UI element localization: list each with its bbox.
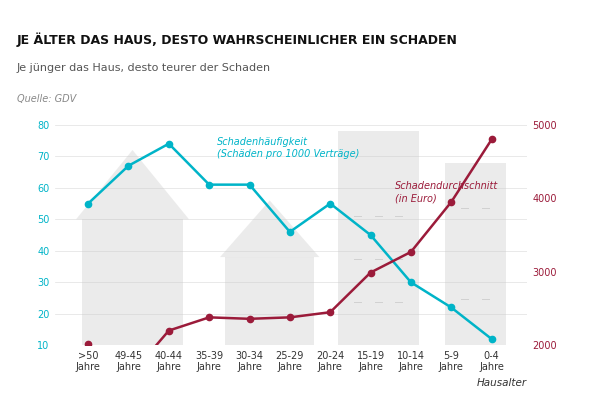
Text: JE ÄLTER DAS HAUS, DESTO WAHRSCHEINLICHER EIN SCHADEN: JE ÄLTER DAS HAUS, DESTO WAHRSCHEINLICHE… <box>17 32 458 47</box>
Text: Je jünger das Haus, desto teurer der Schaden: Je jünger das Haus, desto teurer der Sch… <box>17 63 271 73</box>
Bar <box>375 302 382 303</box>
Text: Hausalter: Hausalter <box>477 379 527 389</box>
Bar <box>395 259 403 260</box>
Bar <box>355 173 362 174</box>
Text: Quelle: GDV: Quelle: GDV <box>17 94 76 104</box>
Bar <box>338 131 419 345</box>
Bar <box>461 299 470 300</box>
Bar <box>395 302 403 303</box>
Polygon shape <box>220 201 319 257</box>
Text: Schadendurchschnitt
(in Euro): Schadendurchschnitt (in Euro) <box>395 181 498 203</box>
Bar <box>482 299 490 300</box>
Bar <box>395 216 403 217</box>
Bar <box>375 216 382 217</box>
Bar <box>445 163 506 345</box>
Bar <box>395 173 403 174</box>
Bar <box>82 219 183 345</box>
Bar <box>355 259 362 260</box>
Bar <box>225 257 314 345</box>
Bar <box>375 173 382 174</box>
Bar <box>355 216 362 217</box>
Bar <box>355 302 362 303</box>
Bar <box>375 259 382 260</box>
Polygon shape <box>76 150 189 219</box>
Text: Schadenhäufigkeit
(Schäden pro 1000 Verträge): Schadenhäufigkeit (Schäden pro 1000 Vert… <box>217 137 359 159</box>
